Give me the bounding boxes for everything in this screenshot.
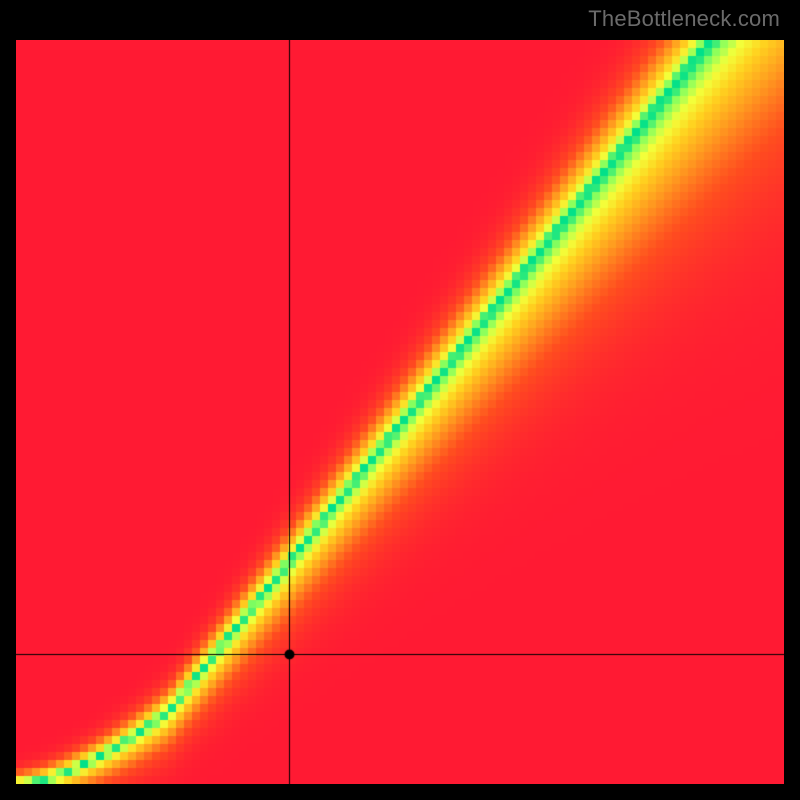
watermark-text: TheBottleneck.com: [588, 6, 780, 32]
plot-frame: [16, 40, 784, 784]
chart-container: TheBottleneck.com: [0, 0, 800, 800]
bottleneck-heatmap: [16, 40, 784, 784]
